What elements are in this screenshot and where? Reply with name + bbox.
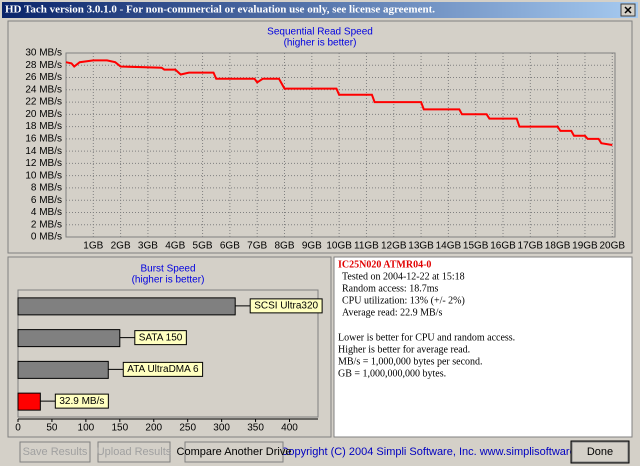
drive-name: IC25N020 ATMR04-0 [338, 259, 431, 270]
y-tick-label: 4 MB/s [31, 207, 62, 218]
button [97, 441, 171, 463]
y-tick-label: 2 MB/s [31, 219, 62, 230]
info-panel [333, 256, 633, 438]
y-tick-label: 30 MB/s [25, 48, 62, 59]
x-tick-label: 6GB [220, 241, 240, 252]
x-tick-label: 8GB [274, 241, 294, 252]
window-title: HD Tach version 3.0.1.0 - For non-commer… [5, 4, 435, 16]
x-tick-label: 19GB [572, 241, 598, 252]
stat-line: CPU utilization: 13% (+/- 2%) [342, 295, 465, 306]
y-tick-label: 0 MB/s [31, 232, 62, 243]
y-tick-label: 14 MB/s [25, 146, 62, 157]
y-tick-label: 16 MB/s [25, 134, 62, 145]
y-tick-label: 8 MB/s [31, 183, 62, 194]
x-tick-label: 100 [78, 423, 95, 434]
plot-area [65, 52, 616, 238]
x-tick-label: 11GB [354, 241, 379, 252]
bar-label: SATA 150 [139, 332, 183, 343]
y-tick-label: 18 MB/s [25, 121, 62, 132]
note-line: GB = 1,000,000,000 bytes. [338, 368, 446, 379]
button[interactable] [571, 441, 629, 463]
x-tick-label: 350 [247, 423, 264, 434]
x-tick-label: 13GB [408, 241, 434, 252]
stat-line: Random access: 18.7ms [342, 283, 438, 294]
note-line: Lower is better for CPU and random acces… [338, 332, 515, 343]
x-tick-label: 15GB [463, 241, 489, 252]
y-tick-label: 10 MB/s [25, 170, 62, 181]
chart-title: Sequential Read Speed [267, 27, 373, 38]
bar-label: ATA UltraDMA 6 [127, 364, 199, 375]
stat-line: Tested on 2004-12-22 at 15:18 [342, 271, 465, 282]
y-tick-label: 22 MB/s [25, 97, 62, 108]
bar-label: SCSI Ultra320 [254, 301, 318, 312]
x-tick-label: 12GB [381, 241, 407, 252]
x-tick-label: 17GB [518, 241, 544, 252]
chart-title: Burst Speed [140, 264, 195, 275]
x-tick-label: 7GB [247, 241, 267, 252]
x-tick-label: 200 [145, 423, 162, 434]
button-label[interactable]: Compare Another Drive [177, 446, 292, 458]
y-tick-label: 24 MB/s [25, 84, 62, 95]
bar [17, 297, 236, 316]
button-focus [570, 440, 630, 464]
x-tick-label: 14GB [436, 241, 462, 252]
chart-subtitle: (higher is better) [284, 38, 357, 49]
x-tick-label: 9GB [302, 241, 322, 252]
button-label: Save Results [23, 446, 88, 458]
x-tick-label: 250 [179, 423, 196, 434]
y-tick-label: 12 MB/s [25, 158, 62, 169]
x-tick-label: 10GB [326, 241, 352, 252]
x-tick-label: 20GB [599, 241, 625, 252]
x-tick-label: 50 [46, 423, 58, 434]
y-tick-label: 6 MB/s [31, 195, 62, 206]
title-bar [2, 2, 638, 18]
button-label: Upload Results [97, 446, 172, 458]
bar-label: 32.9 MB/s [59, 396, 104, 407]
x-tick-label: 1GB [83, 241, 103, 252]
x-tick-label: 3GB [138, 241, 158, 252]
button-label[interactable]: Done [587, 446, 613, 458]
button[interactable] [184, 441, 284, 463]
bar [17, 329, 121, 348]
note-line: Higher is better for average read. [338, 344, 470, 355]
bar [17, 392, 41, 411]
x-tick-label: 400 [281, 423, 298, 434]
y-tick-label: 26 MB/s [25, 72, 62, 83]
stat-line: Average read: 22.9 MB/s [342, 307, 442, 318]
x-tick-label: 0 [15, 423, 21, 434]
bar [17, 360, 109, 379]
x-tick-label: 16GB [490, 241, 516, 252]
chart-subtitle: (higher is better) [132, 275, 205, 286]
x-tick-label: 150 [111, 423, 128, 434]
x-tick-label: 2GB [111, 241, 131, 252]
button [19, 441, 91, 463]
y-tick-label: 20 MB/s [25, 109, 62, 120]
x-tick-label: 18GB [545, 241, 571, 252]
y-tick-label: 28 MB/s [25, 60, 62, 71]
copyright: Copyright (C) 2004 Simpli Software, Inc.… [280, 446, 599, 458]
note-line: MB/s = 1,000,000 bytes per second. [338, 356, 483, 367]
x-tick-label: 300 [213, 423, 230, 434]
x-tick-label: 5GB [193, 241, 213, 252]
read-line [65, 59, 613, 146]
x-tick-label: 4GB [165, 241, 185, 252]
close-button[interactable] [620, 3, 636, 17]
